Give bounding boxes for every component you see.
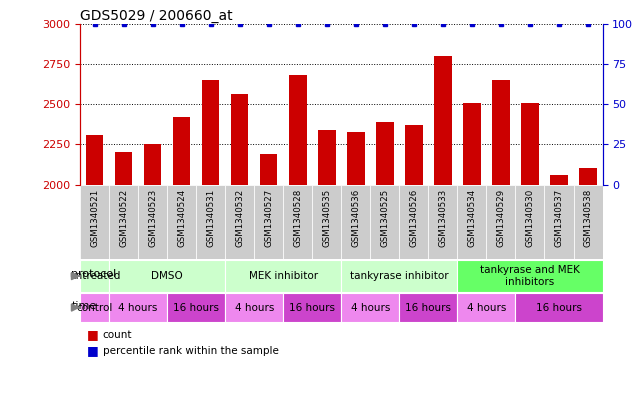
Text: GSM1340523: GSM1340523: [148, 188, 157, 247]
Bar: [487, 185, 515, 259]
Text: GSM1340529: GSM1340529: [497, 188, 506, 246]
Bar: [225, 185, 254, 259]
Bar: [138, 185, 167, 259]
Text: 16 hours: 16 hours: [173, 303, 219, 312]
Text: GSM1340521: GSM1340521: [90, 188, 99, 247]
Bar: [544, 185, 574, 259]
Text: 4 hours: 4 hours: [235, 303, 274, 312]
Text: 16 hours: 16 hours: [289, 303, 335, 312]
Text: GSM1340536: GSM1340536: [351, 188, 360, 247]
Text: DMSO: DMSO: [151, 271, 183, 281]
Bar: [289, 75, 306, 393]
Bar: [405, 125, 422, 393]
Bar: [515, 293, 603, 321]
Text: control: control: [76, 303, 113, 312]
Bar: [167, 185, 196, 259]
Text: percentile rank within the sample: percentile rank within the sample: [103, 345, 278, 356]
Bar: [225, 293, 283, 321]
Bar: [283, 185, 312, 259]
Text: ■: ■: [87, 328, 98, 341]
Bar: [202, 80, 219, 393]
Text: 4 hours: 4 hours: [351, 303, 390, 312]
Bar: [341, 260, 458, 292]
Text: GSM1340538: GSM1340538: [583, 188, 592, 247]
Bar: [318, 130, 335, 393]
Bar: [463, 103, 481, 393]
Text: MEK inhibitor: MEK inhibitor: [249, 271, 318, 281]
Bar: [80, 185, 109, 259]
Text: GSM1340527: GSM1340527: [264, 188, 273, 247]
Bar: [521, 103, 538, 393]
Bar: [260, 154, 278, 393]
Bar: [225, 260, 341, 292]
Bar: [86, 135, 103, 393]
Bar: [341, 293, 399, 321]
Bar: [550, 175, 568, 393]
Bar: [80, 260, 109, 292]
Text: GSM1340537: GSM1340537: [554, 188, 563, 247]
Text: GSM1340530: GSM1340530: [526, 188, 535, 247]
Text: protocol: protocol: [71, 270, 117, 279]
Bar: [109, 293, 167, 321]
Text: GSM1340533: GSM1340533: [438, 188, 447, 247]
Text: GSM1340532: GSM1340532: [235, 188, 244, 247]
Bar: [109, 260, 225, 292]
Bar: [428, 185, 458, 259]
Bar: [579, 168, 597, 393]
Bar: [144, 143, 162, 393]
Text: tankyrase and MEK
inhibitors: tankyrase and MEK inhibitors: [480, 265, 580, 287]
Bar: [312, 185, 341, 259]
Text: GSM1340526: GSM1340526: [410, 188, 419, 247]
Text: time: time: [71, 301, 97, 311]
Bar: [458, 260, 603, 292]
Bar: [458, 185, 487, 259]
Bar: [196, 185, 225, 259]
Text: GSM1340534: GSM1340534: [467, 188, 476, 247]
Text: count: count: [103, 330, 132, 340]
Bar: [173, 117, 190, 393]
Text: GSM1340528: GSM1340528: [294, 188, 303, 247]
Bar: [376, 122, 394, 393]
Bar: [115, 152, 132, 393]
Bar: [434, 56, 452, 393]
Bar: [515, 185, 544, 259]
Bar: [399, 293, 458, 321]
Text: GSM1340525: GSM1340525: [380, 188, 389, 247]
Bar: [80, 293, 109, 321]
Text: GSM1340524: GSM1340524: [177, 188, 186, 247]
Text: ■: ■: [87, 344, 98, 357]
Text: GSM1340535: GSM1340535: [322, 188, 331, 247]
Bar: [254, 185, 283, 259]
Text: 4 hours: 4 hours: [119, 303, 158, 312]
Bar: [492, 80, 510, 393]
Text: GDS5029 / 200660_at: GDS5029 / 200660_at: [80, 9, 233, 22]
Bar: [167, 293, 225, 321]
Bar: [231, 94, 249, 393]
Text: 16 hours: 16 hours: [536, 303, 582, 312]
Text: tankyrase inhibitor: tankyrase inhibitor: [350, 271, 449, 281]
Text: GSM1340522: GSM1340522: [119, 188, 128, 247]
Text: 16 hours: 16 hours: [405, 303, 451, 312]
Bar: [347, 132, 365, 393]
Bar: [370, 185, 399, 259]
Bar: [341, 185, 370, 259]
Bar: [399, 185, 428, 259]
Text: untreated: untreated: [69, 271, 121, 281]
Text: 4 hours: 4 hours: [467, 303, 506, 312]
Bar: [283, 293, 341, 321]
Bar: [109, 185, 138, 259]
Bar: [458, 293, 515, 321]
Text: GSM1340531: GSM1340531: [206, 188, 215, 247]
Bar: [574, 185, 603, 259]
